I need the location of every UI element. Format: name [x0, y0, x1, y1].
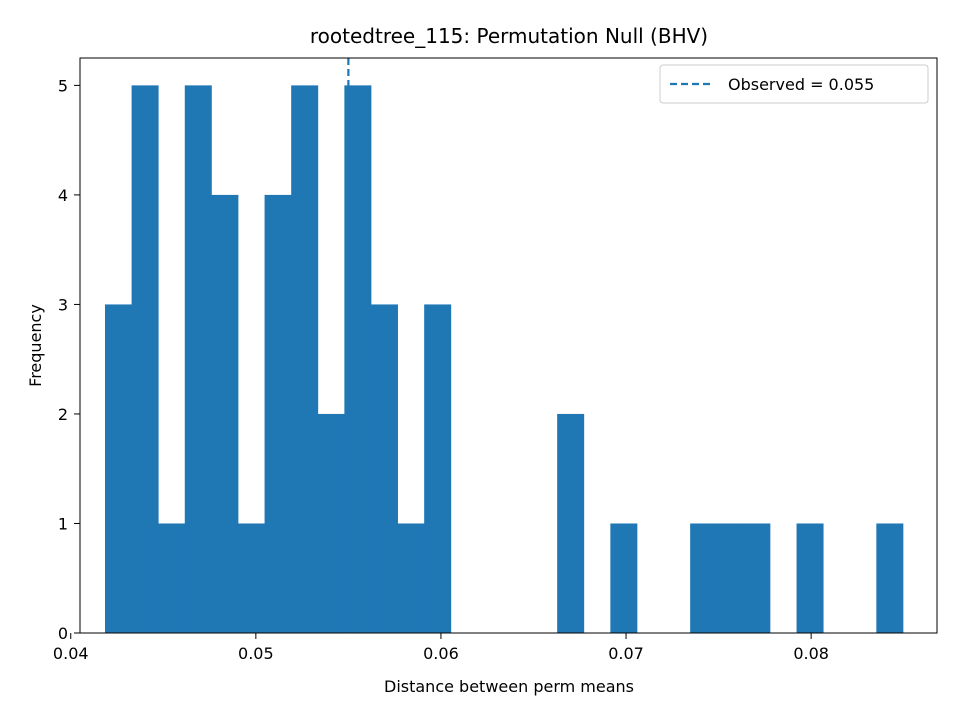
histogram-bar: [690, 523, 718, 633]
x-tick-label: 0.04: [53, 644, 89, 663]
histogram-bar: [104, 304, 132, 633]
histogram-bar: [557, 413, 585, 633]
y-axis-label: Frequency: [26, 304, 45, 387]
y-tick-label: 5: [58, 76, 68, 95]
histogram-bar: [237, 523, 265, 633]
x-axis-ticks: 0.04 0.05 0.06 0.07 0.08: [53, 633, 829, 663]
x-tick-label: 0.07: [608, 644, 644, 663]
y-axis-ticks: 0 1 2 3 4 5: [58, 76, 80, 643]
x-tick-label: 0.08: [793, 644, 829, 663]
y-tick-label: 0: [58, 624, 68, 643]
histogram-bar: [184, 85, 212, 633]
y-tick-label: 1: [58, 514, 68, 533]
histogram-bar: [796, 523, 824, 633]
y-tick-label: 3: [58, 295, 68, 314]
legend-box: [659, 64, 929, 104]
histogram-bar: [397, 523, 425, 633]
histogram-bar: [716, 523, 744, 633]
histogram-bar: [211, 194, 239, 633]
y-tick-label: 2: [58, 405, 68, 424]
histogram-bar: [424, 304, 452, 633]
y-tick-label: 4: [58, 186, 68, 205]
x-tick-label: 0.06: [423, 644, 459, 663]
histogram-bar: [370, 304, 398, 633]
x-tick-label: 0.05: [238, 644, 274, 663]
histogram-bar: [291, 85, 319, 633]
histogram-bar: [264, 194, 292, 633]
legend-observed-label: Observed = 0.055: [728, 75, 874, 94]
plot-area-frame: [79, 57, 938, 634]
legend: Observed = 0.055: [659, 64, 929, 104]
histogram-bar: [743, 523, 771, 633]
histogram-bar: [876, 523, 904, 633]
histogram-bar: [610, 523, 638, 633]
histogram-bar: [317, 413, 345, 633]
x-axis-label: Distance between perm means: [384, 677, 634, 696]
chart-title: rootedtree_115: Permutation Null (BHV): [310, 24, 708, 48]
histogram-bar: [158, 523, 186, 633]
histogram-bar: [131, 85, 159, 633]
